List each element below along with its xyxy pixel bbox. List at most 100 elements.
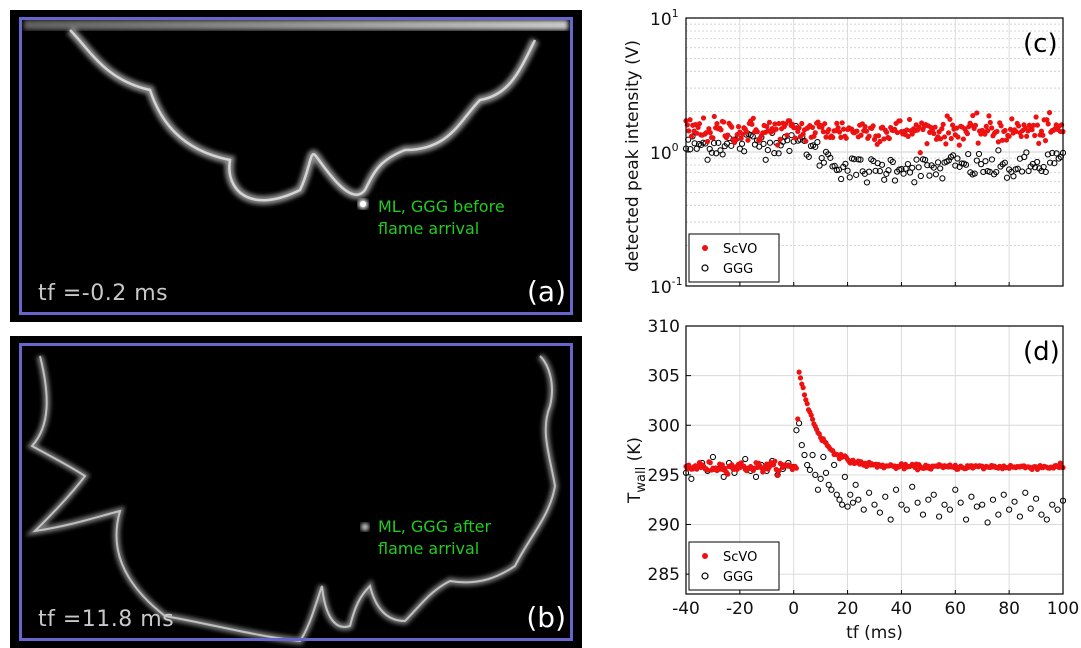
annotation-a-line2: flame arrival: [378, 219, 480, 238]
ggg-point: [713, 150, 720, 157]
scvo-point: [707, 460, 713, 466]
ggg-point: [833, 491, 840, 498]
scvo-point: [858, 132, 864, 138]
scvo-point: [964, 131, 971, 137]
ggg-point: [926, 172, 933, 179]
ggg-point: [984, 519, 991, 526]
ggg-point: [1000, 491, 1007, 498]
legend-ggg-marker: [701, 572, 709, 580]
scvo-point: [970, 112, 976, 119]
scvo-point: [809, 416, 816, 422]
x-tick-label: 80: [998, 599, 1020, 619]
scvo-point: [773, 126, 779, 132]
scvo-point: [863, 128, 870, 134]
scvo-point: [1007, 126, 1014, 132]
y-tick-label: 101: [650, 7, 679, 30]
scvo-point: [1046, 110, 1053, 116]
x-tick-label: 0: [788, 599, 799, 619]
scvo-point: [1006, 133, 1012, 139]
ggg-point: [817, 475, 824, 482]
ggg-point: [917, 172, 924, 180]
ggg-point: [1014, 165, 1021, 172]
scvo-point: [784, 132, 790, 138]
ggg-point: [820, 453, 827, 461]
scvo-point: [985, 128, 991, 134]
ggg-point: [828, 486, 835, 493]
scvo-point: [945, 130, 952, 136]
ggg-point: [871, 501, 878, 508]
scvo-point: [906, 116, 913, 123]
ggg-point: [934, 159, 942, 166]
scvo-point: [687, 117, 693, 123]
scvo-point: [703, 130, 709, 136]
scvo-point: [696, 121, 703, 127]
scvo-point: [877, 138, 883, 145]
scvo-point: [743, 129, 750, 135]
ggg-point: [842, 160, 849, 167]
ggg-point: [853, 171, 860, 178]
ggg-point: [825, 481, 832, 488]
series-scvo-c: [683, 110, 1066, 156]
scvo-point: [866, 133, 872, 139]
ggg-point: [866, 489, 873, 496]
ggg-point: [688, 475, 695, 482]
scvo-point: [792, 135, 798, 141]
scvo-point: [776, 120, 782, 127]
ggg-point: [876, 168, 883, 175]
scvo-point: [916, 124, 922, 130]
scvo-point: [1036, 140, 1042, 147]
ggg-point: [719, 151, 726, 158]
ggg-point: [852, 481, 859, 488]
ggg-point: [822, 469, 830, 477]
x-tick-label: 60: [944, 599, 966, 619]
ggg-point: [962, 516, 970, 523]
chart-c: 10-1 100 101 detected peak intensity (V) (c): [623, 7, 1067, 298]
ggg-point: [978, 161, 985, 168]
annotation-b: ML, GGG after flame arrival: [378, 516, 491, 560]
scvo-point: [745, 137, 751, 143]
legend-scvo-label: ScVO: [723, 242, 757, 257]
annotation-b-line1: ML, GGG after: [378, 517, 492, 536]
panel-letter-b: (b): [526, 601, 566, 634]
ggg-point: [989, 496, 997, 503]
ggg-point: [760, 140, 767, 147]
ggg-point: [925, 496, 932, 503]
ggg-point: [1042, 168, 1049, 176]
ggg-point: [1034, 158, 1041, 166]
ggg-point: [1054, 506, 1061, 513]
scvo-point: [947, 116, 953, 122]
scvo-point: [886, 135, 892, 142]
ggg-point: [762, 156, 769, 163]
scvo-point: [1042, 138, 1049, 144]
ggg-point: [839, 501, 846, 508]
scvo-point: [772, 458, 778, 464]
ggg-point: [924, 162, 931, 169]
scvo-point: [937, 136, 944, 142]
scvo-point: [975, 140, 981, 146]
scvo-point: [1040, 132, 1046, 138]
ggg-point: [950, 152, 957, 159]
ggg-point: [720, 473, 727, 480]
scvo-point: [905, 133, 911, 140]
scvo-point: [987, 119, 993, 126]
scvo-point: [796, 369, 802, 375]
scvo-point: [688, 133, 694, 139]
scvo-point: [739, 131, 746, 137]
ggg-point: [866, 168, 873, 175]
scvo-point: [795, 416, 801, 422]
ggg-point: [775, 150, 782, 157]
scvo-point: [764, 123, 770, 129]
ggg-point: [806, 466, 813, 474]
ggg-point: [786, 147, 793, 155]
scvo-point: [776, 468, 782, 474]
scvo-point: [754, 129, 760, 135]
ggg-point: [801, 451, 808, 459]
flame-front-b: [25, 353, 559, 645]
scvo-point: [800, 131, 806, 137]
ggg-point: [988, 156, 996, 163]
ggg-point: [709, 453, 717, 461]
scvo-point: [904, 127, 910, 133]
scvo-point: [750, 115, 756, 121]
scvo-point: [884, 129, 890, 135]
scvo-point: [774, 472, 781, 478]
